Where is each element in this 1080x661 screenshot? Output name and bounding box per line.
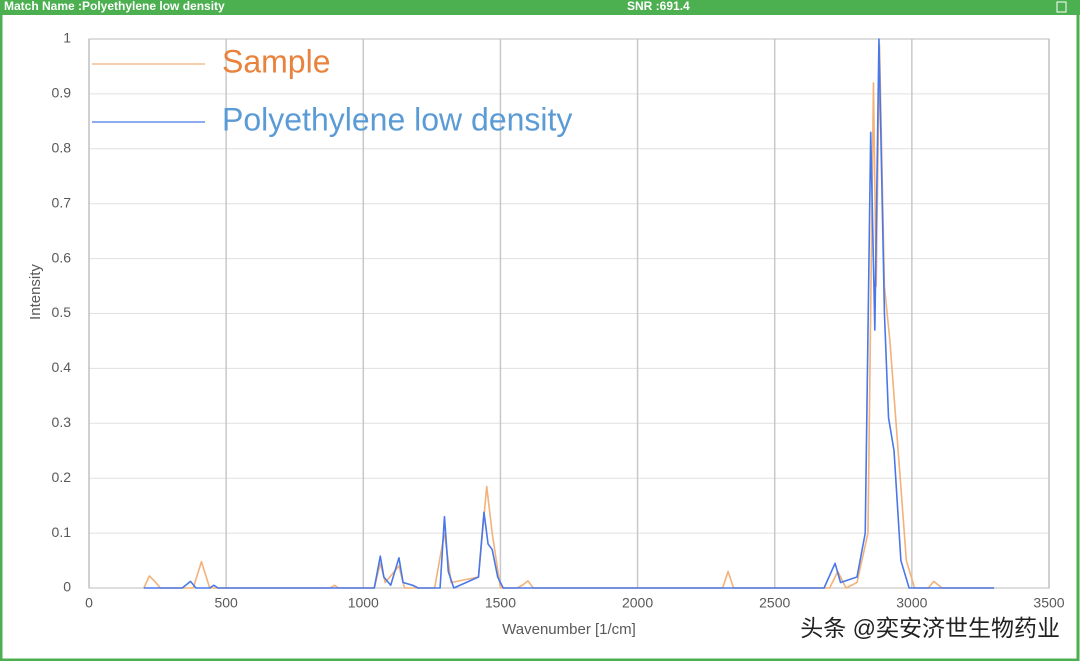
x-tick-label: 1000: [348, 595, 379, 611]
title-bar: [0, 0, 1080, 15]
y-tick-label: 1: [63, 30, 71, 46]
x-tick-label: 0: [85, 595, 93, 611]
y-tick-label: 0.4: [52, 359, 72, 375]
y-axis-title: Intensity: [27, 264, 44, 320]
y-tick-label: 0.6: [52, 249, 72, 265]
x-tick-label: 2000: [622, 595, 653, 611]
x-tick-label: 2500: [759, 595, 790, 611]
y-tick-label: 0.1: [52, 524, 72, 540]
window-button[interactable]: [1056, 1, 1067, 13]
x-tick-label: 500: [214, 595, 238, 611]
y-tick-label: 0.9: [52, 85, 72, 101]
watermark: 头条 @奕安济世生物药业: [800, 615, 1060, 641]
match-name: Match Name :Polyethylene low density: [4, 0, 225, 13]
x-axis-title: Wavenumber [1/cm]: [502, 621, 636, 638]
series-line: [143, 38, 995, 589]
y-tick-label: 0.3: [52, 414, 72, 430]
y-tick-label: 0.8: [52, 140, 72, 156]
y-tick-label: 0.7: [52, 194, 72, 210]
series-line: [143, 43, 995, 589]
x-tick-label: 3000: [896, 595, 927, 611]
y-tick-label: 0.2: [52, 469, 72, 485]
y-tick-label: 0.5: [52, 304, 72, 320]
x-tick-label: 3500: [1033, 595, 1064, 611]
legend-label: Sample: [222, 43, 331, 79]
legend-label: Polyethylene low density: [222, 101, 572, 137]
x-tick-label: 1500: [485, 595, 516, 611]
y-tick-label: 0: [63, 579, 71, 595]
snr: SNR :691.4: [627, 0, 690, 13]
plot: 0 0.1 0.2 0.3 0.4 0.5 0.6 0.7 0.8 0.9 1 0 500 1000 150…: [52, 30, 1065, 611]
